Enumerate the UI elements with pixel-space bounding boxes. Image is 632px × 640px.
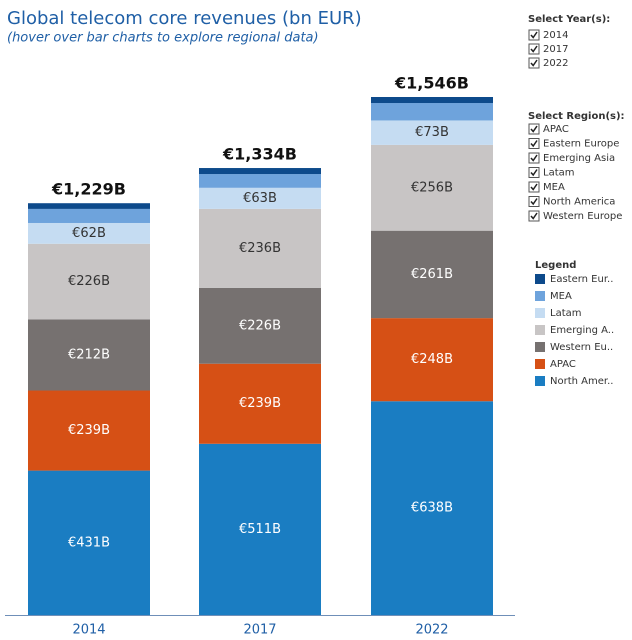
value-label: €62B [72, 226, 106, 241]
year-filter-title: Select Year(s): [528, 14, 610, 25]
region-check [530, 212, 538, 220]
x-tick-label: 2017 [243, 623, 276, 638]
chart-title: Global telecom core revenues (bn EUR) [7, 8, 362, 29]
year-check [530, 59, 538, 67]
bar-segment[interactable] [371, 144, 493, 231]
region-check [530, 125, 538, 133]
total-label: €1,334B [222, 145, 297, 164]
bar-segment[interactable] [371, 318, 493, 402]
value-label: €226B [239, 318, 281, 333]
region-checkbox[interactable] [528, 210, 540, 222]
region-option: MEA [543, 182, 565, 193]
value-label: €73B [415, 125, 449, 140]
bar-segment[interactable] [28, 222, 150, 244]
region-option: North America [543, 197, 615, 208]
value-label: €248B [411, 352, 453, 367]
year-option: 2014 [543, 30, 568, 41]
year-checkbox[interactable] [528, 29, 540, 41]
bar-segment[interactable] [199, 187, 321, 209]
legend-label: North Amer.. [550, 376, 613, 387]
region-check [530, 140, 538, 148]
bar-segment[interactable] [371, 401, 493, 615]
region-checkbox[interactable] [528, 181, 540, 193]
bar-segment[interactable] [199, 287, 321, 364]
year-check [530, 45, 538, 53]
legend-label: Emerging A.. [550, 325, 614, 336]
region-checkbox[interactable] [528, 167, 540, 178]
region-option: Western Europe [543, 211, 622, 222]
region-option: Emerging Asia [543, 153, 615, 164]
total-label: €1,229B [51, 180, 126, 199]
region-checkbox[interactable] [528, 196, 540, 207]
year-checkbox[interactable] [528, 57, 540, 69]
region-checkbox[interactable] [528, 123, 540, 135]
legend-label: Latam [550, 308, 582, 319]
bar-segment[interactable] [199, 168, 321, 175]
region-option: APAC [543, 124, 569, 135]
value-label: €236B [239, 241, 281, 256]
value-label: €511B [239, 522, 281, 537]
region-checkbox[interactable] [528, 138, 540, 149]
value-label: €638B [411, 501, 453, 516]
x-tick-label: 2014 [72, 623, 105, 638]
bar-segment[interactable] [28, 203, 150, 209]
value-label: €239B [239, 396, 281, 411]
bar-segment[interactable] [28, 208, 150, 223]
bar-segment[interactable] [371, 230, 493, 319]
x-tick-label: 2022 [415, 623, 448, 638]
bar-segment[interactable] [28, 470, 150, 615]
legend-swatch [535, 359, 545, 369]
legend-swatch [535, 274, 545, 284]
legend-label: APAC [550, 359, 576, 370]
value-label: €226B [68, 274, 110, 289]
legend-label: MEA [550, 291, 572, 302]
region-checkbox[interactable] [528, 152, 540, 164]
bar-segment[interactable] [28, 319, 150, 391]
year-option: 2017 [543, 44, 568, 55]
legend-label: Western Eu.. [550, 342, 613, 353]
value-label: €256B [411, 180, 453, 195]
bar-segment[interactable] [199, 443, 321, 615]
bar-segment[interactable] [199, 208, 321, 288]
bar-segment[interactable] [371, 120, 493, 145]
value-label: €239B [68, 423, 110, 438]
year-check [530, 31, 538, 39]
chart-subtitle: (hover over bar charts to explore region… [7, 31, 319, 46]
year-checkbox[interactable] [528, 43, 540, 55]
value-label: €212B [68, 347, 110, 362]
legend-swatch [535, 308, 545, 318]
bar-segment[interactable] [28, 390, 150, 471]
legend-swatch [535, 291, 545, 301]
total-label: €1,546B [394, 74, 469, 93]
bar-segment[interactable] [371, 103, 493, 121]
region-check [530, 183, 538, 191]
region-option: Eastern Europe [543, 139, 619, 150]
legend-swatch [535, 342, 545, 352]
legend-label: Eastern Eur.. [550, 274, 613, 285]
region-check [530, 198, 538, 206]
region-filter-title: Select Region(s): [528, 111, 625, 122]
value-label: €431B [68, 535, 110, 550]
value-label: €261B [411, 267, 453, 282]
legend-title: Legend [535, 260, 576, 271]
value-label: €63B [243, 191, 277, 206]
bar-segment[interactable] [28, 243, 150, 320]
region-check [530, 169, 538, 177]
legend-swatch [535, 376, 545, 386]
region-option: Latam [543, 168, 575, 179]
year-option: 2022 [543, 58, 568, 69]
legend-swatch [535, 325, 545, 335]
bar-segment[interactable] [199, 363, 321, 444]
bar-segment[interactable] [371, 97, 493, 104]
bar-segment[interactable] [199, 174, 321, 188]
region-check [530, 154, 538, 162]
